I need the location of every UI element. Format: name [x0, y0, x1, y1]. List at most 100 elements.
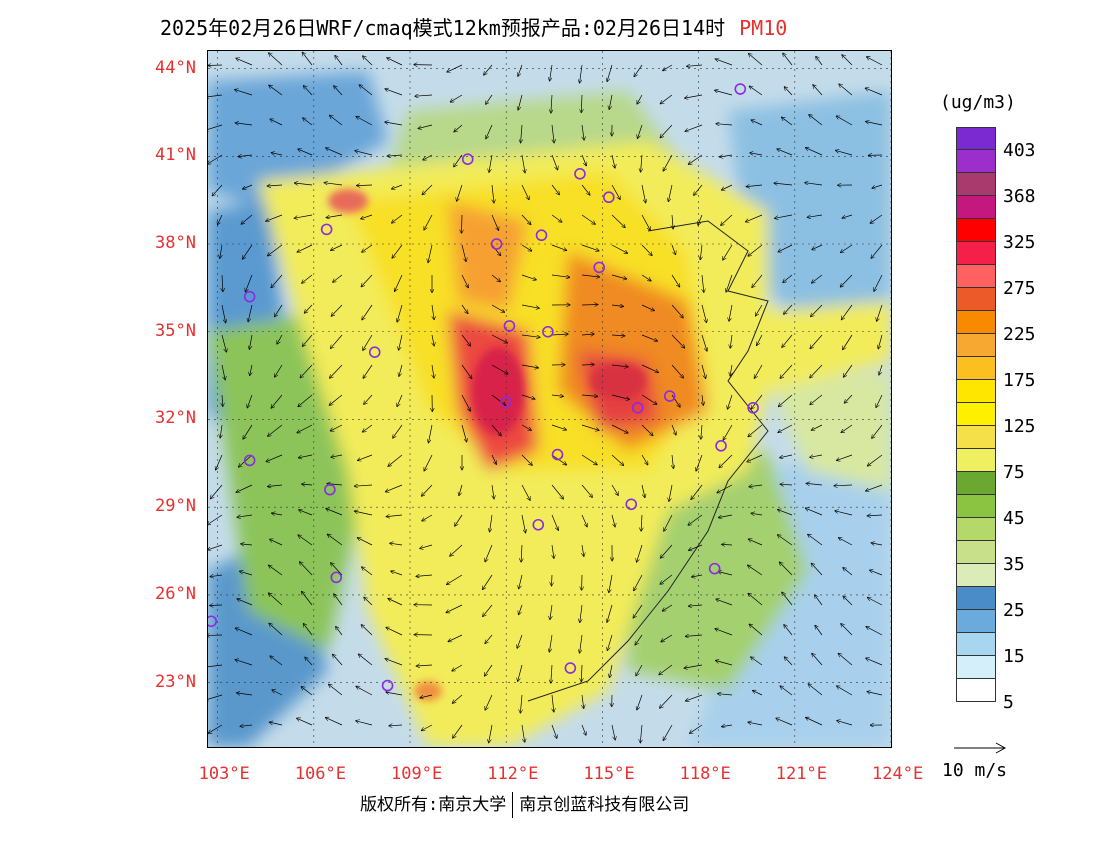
wind-arrow: [806, 483, 823, 485]
wind-arrow: [871, 244, 883, 258]
colorbar-cell: [956, 679, 996, 702]
lon-label: 109°E: [391, 764, 443, 784]
wind-arrow: [450, 94, 463, 102]
wind-arrow: [359, 654, 373, 666]
wind-arrow: [684, 664, 703, 668]
wind-arrow: [701, 304, 707, 322]
wind-arrow: [272, 690, 283, 696]
colorbar-cell: [956, 564, 996, 587]
wind-arrow: [580, 604, 583, 622]
wind-arrow: [581, 395, 598, 396]
colorbar-label: 368: [1003, 186, 1036, 207]
station-markers: [208, 83, 759, 692]
wind-arrow: [295, 183, 313, 185]
wind-arrow: [843, 334, 853, 350]
wind-arrow: [454, 124, 463, 132]
colorbar-label: 275: [1003, 278, 1036, 299]
wind-arrow: [386, 692, 403, 696]
wind-arrow: [269, 85, 283, 96]
wind-arrow: [218, 214, 223, 225]
wind-arrow: [783, 53, 793, 66]
station-marker: [503, 320, 516, 332]
wind-arrow: [355, 511, 373, 516]
wind-arrow: [671, 274, 680, 287]
wind-arrow: [363, 364, 373, 378]
wind-arrow: [300, 364, 313, 378]
wind-arrow: [358, 454, 373, 460]
colorbar-cell: [956, 449, 996, 472]
lat-label: 38°N: [155, 233, 196, 253]
wind-arrow: [333, 654, 343, 666]
colorbar-label: 403: [1003, 140, 1036, 161]
colorbar-label: 5: [1003, 692, 1014, 713]
wind-arrow: [843, 596, 853, 606]
station-marker: [208, 615, 218, 628]
colorbar-cell: [956, 495, 996, 518]
lon-label: 121°E: [775, 764, 827, 784]
wind-arrow: [748, 722, 763, 726]
wind-arrow: [879, 364, 883, 375]
wind-arrow: [363, 424, 373, 432]
wind-arrow: [269, 722, 283, 726]
lat-label: 26°N: [155, 583, 196, 604]
wind-arrow: [701, 424, 702, 439]
wind-arrow: [806, 148, 823, 156]
wind-arrow: [491, 364, 508, 374]
wind-arrow: [551, 244, 567, 250]
wind-arrow: [730, 334, 732, 348]
wind-arrow: [611, 724, 615, 740]
wind-arrow: [393, 424, 403, 438]
wind-arrow: [521, 154, 525, 173]
wind-arrow: [671, 304, 683, 318]
wind-arrow: [840, 274, 853, 287]
wind-arrow: [355, 151, 373, 156]
wind-arrow: [811, 304, 823, 317]
wind-arrow: [392, 214, 403, 223]
wind-arrow: [521, 424, 531, 430]
wind-arrow: [581, 244, 599, 251]
wind-arrow: [399, 364, 403, 376]
colorbar: [956, 127, 996, 702]
wind-arrow: [521, 514, 526, 533]
wind-arrow: [581, 275, 600, 277]
wind-arrow: [746, 185, 763, 187]
wind-arrow: [551, 184, 559, 195]
wind-arrow: [780, 484, 793, 485]
wind-arrow: [521, 454, 532, 465]
wind-arrow: [330, 424, 343, 431]
wind-arrow: [208, 514, 223, 525]
wind-arrow: [728, 394, 733, 409]
wind-arrow: [805, 183, 823, 186]
wind-arrow: [780, 562, 793, 576]
wind-arrow: [660, 694, 673, 708]
wind-arrow: [364, 597, 373, 606]
wind-arrow: [236, 58, 253, 66]
wind-arrow: [749, 624, 763, 636]
wind-arrow: [303, 118, 313, 126]
wind-arrow: [243, 424, 253, 439]
wind-arrow: [808, 684, 823, 696]
wind-arrow: [268, 485, 283, 487]
wind-arrow: [581, 514, 587, 527]
wind-arrow: [722, 184, 733, 190]
wind-arrow: [837, 721, 853, 726]
wind-arrow: [611, 274, 627, 279]
colorbar-label: 325: [1003, 232, 1036, 253]
wind-arrow: [297, 718, 313, 726]
lat-label: 23°N: [155, 671, 196, 692]
wind-arrow: [660, 124, 673, 138]
wind-arrow: [208, 635, 223, 636]
wind-arrow: [715, 59, 733, 66]
wind-arrow: [660, 94, 673, 104]
wind-arrow: [331, 563, 343, 576]
wind-arrow: [866, 627, 883, 636]
wind-arrow: [326, 148, 343, 156]
wind-arrow: [422, 724, 433, 731]
wind-arrow: [778, 510, 793, 516]
wind-arrow: [702, 274, 704, 292]
wind-arrow: [807, 214, 823, 217]
wind-arrow: [552, 544, 554, 558]
wind-arrow: [235, 90, 253, 96]
wind-arrow: [836, 116, 853, 126]
wind-arrow: [220, 424, 222, 438]
